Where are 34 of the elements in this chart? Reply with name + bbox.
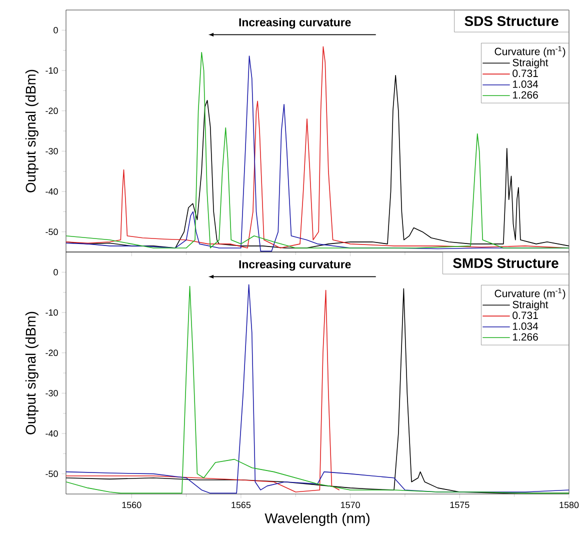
y-tick-label: -10 — [46, 67, 58, 74]
legend-title: Curvature (m$^{-1}$) — [494, 46, 566, 58]
x-tick-label: 1570 — [341, 502, 360, 508]
legend-title: Curvature (m$^{-1}$) — [494, 288, 566, 300]
x-tick-label: 1580 — [560, 502, 579, 508]
y-tick-label: -30 — [46, 390, 58, 396]
legend-label: 0.731 — [512, 312, 538, 320]
annotation: Increasing curvature — [239, 18, 351, 29]
y-tick-label: 0 — [54, 26, 58, 34]
y-tick-label: 0 — [54, 268, 58, 276]
y-tick-label: -10 — [46, 309, 58, 316]
legend-label: 0.731 — [512, 70, 538, 78]
y-tick-label: -20 — [46, 350, 58, 356]
chart-title: SMDS Structure — [453, 258, 558, 268]
legend-label: 1.266 — [513, 333, 538, 341]
y-tick-label: -40 — [46, 188, 58, 195]
y-tick-label: -40 — [46, 430, 58, 437]
legend-label: Straight — [512, 300, 548, 310]
y-tick-label: -20 — [46, 108, 58, 114]
x-axis-title: Wavelength (nm) — [264, 512, 370, 526]
legend-label: 1.034 — [513, 80, 538, 88]
x-tick-label: 1575 — [450, 502, 470, 508]
chart-title: SDS Structure — [464, 16, 558, 26]
legend-label: 1.266 — [513, 91, 538, 99]
y-tick-label: -50 — [46, 470, 58, 478]
legend-label: Straight — [512, 58, 548, 68]
annotation: Increasing curvature — [239, 260, 351, 271]
y-tick-label: -30 — [46, 148, 58, 154]
x-tick-label: 1565 — [232, 502, 251, 508]
x-tick-label: 1560 — [122, 502, 142, 508]
y-tick-label: -50 — [46, 228, 58, 236]
y-axis-title: Output signal (dBm) — [25, 312, 38, 434]
legend-label: 1.034 — [513, 322, 538, 330]
y-axis-title: Output signal (dBm) — [25, 70, 38, 192]
